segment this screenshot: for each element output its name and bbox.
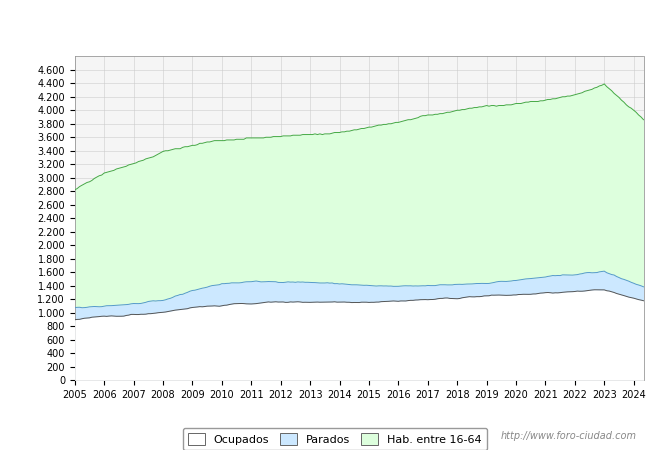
Text: Sant Antoni de Vilamajor - Evolucion de la poblacion en edad de Trabajar Mayo de: Sant Antoni de Vilamajor - Evolucion de … (66, 13, 584, 26)
Legend: Ocupados, Parados, Hab. entre 16-64: Ocupados, Parados, Hab. entre 16-64 (183, 428, 487, 450)
Text: http://www.foro-ciudad.com: http://www.foro-ciudad.com (501, 431, 637, 441)
